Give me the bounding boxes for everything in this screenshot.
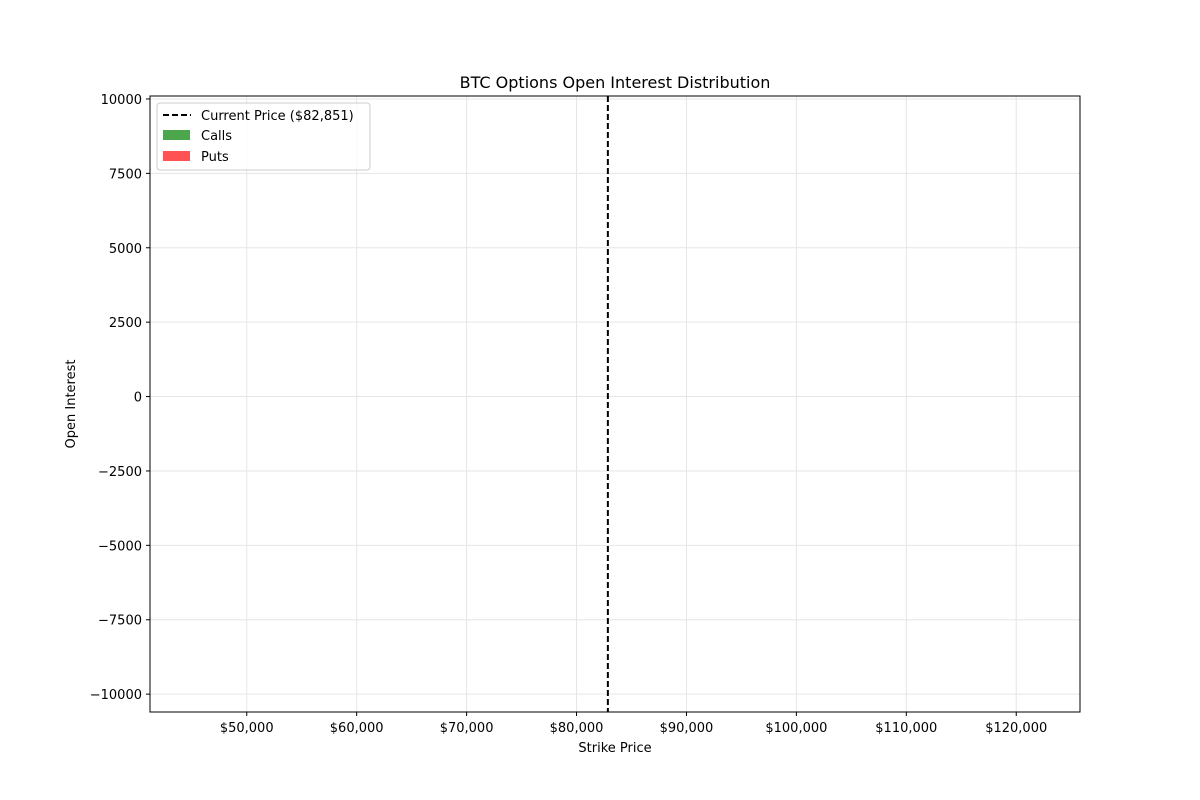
y-axis-ticks: 10000 7500 5000 2500 0 −2500 −5000 −7500 −10000 [90,93,150,703]
y-tick-label: 10000 [101,93,142,108]
x-tick-label: $110,000 [875,721,937,736]
x-axis-ticks: $50,000 $60,000 $70,000 $80,000 $90,000 $100,… [220,712,1047,736]
y-tick-label: 7500 [109,167,142,182]
y-tick-label: −7500 [98,614,142,629]
y-tick-label: 2500 [109,316,142,331]
legend-puts-swatch [163,151,190,161]
y-tick-label: 5000 [109,242,142,257]
y-tick-label: −10000 [90,688,142,703]
y-tick-label: −5000 [98,539,142,554]
legend-calls-swatch [163,130,190,140]
grid [150,96,1080,712]
x-tick-label: $60,000 [330,721,384,736]
y-tick-label: −2500 [98,465,142,480]
legend-current-price-label: Current Price ($82,851) [201,109,354,124]
x-tick-label: $120,000 [985,721,1047,736]
y-tick-label: 0 [134,391,142,406]
y-axis-title: Open Interest [64,360,79,449]
legend-puts-label: Puts [201,150,229,165]
x-tick-label: $50,000 [220,721,274,736]
legend: Current Price ($82,851) Calls Puts [156,102,371,171]
x-axis-title: Strike Price [578,741,651,756]
x-tick-label: $90,000 [660,721,714,736]
legend-box [156,102,371,171]
x-tick-label: $100,000 [765,721,827,736]
plot-area-frame [149,95,1081,713]
x-tick-label: $80,000 [550,721,604,736]
chart-title: BTC Options Open Interest Distribution [460,73,771,92]
legend-calls-label: Calls [201,129,232,144]
x-tick-label: $70,000 [440,721,494,736]
